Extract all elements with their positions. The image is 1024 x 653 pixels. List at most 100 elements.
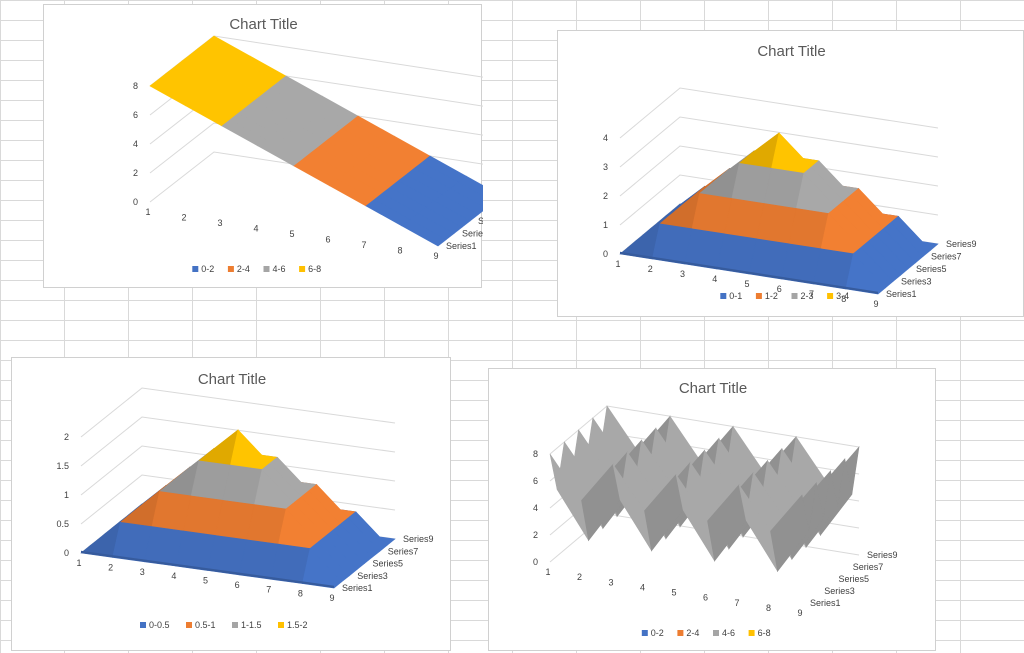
x-tick-label: 2 [648,264,653,274]
series-tick-label: Series7 [931,252,962,262]
x-tick-label: 1 [76,558,81,568]
legend-swatch [827,293,834,299]
legend-label: 0-2 [201,264,214,274]
surface-cell [771,132,812,174]
legend-label: 0-0.5 [149,620,170,630]
chart-title: Chart Title [757,43,825,60]
y-tick-label: 1 [603,220,608,230]
y-tick-label: 2 [603,191,608,201]
y-tick-label: 2 [133,168,138,178]
x-tick-label: 5 [203,576,208,586]
legend-swatch [186,622,192,628]
y-tick-label: 0 [603,249,608,259]
legend-swatch [140,622,146,628]
x-tick-label: 8 [766,603,771,613]
gridline [80,416,396,467]
x-tick-label: 6 [325,235,330,245]
legend-swatch [299,266,306,272]
y-tick-label: 2 [64,432,69,442]
y-tick-label: 1 [64,490,69,500]
chart-panel-ramp[interactable]: Chart Title 0 2 4 6 8 1 2 3 4 5 6 7 8 9 Series1 Series3 S… [43,4,483,288]
series-tick-label: Series1 [810,598,841,608]
series-tick-label: Series1 [342,583,373,593]
x-tick-label: 5 [744,279,749,289]
x-tick-label: 2 [577,572,582,582]
x-tick-label: 7 [809,289,814,299]
x-tick-label: 5 [671,588,676,598]
legend-swatch [677,630,684,636]
x-tick-label: 4 [640,582,645,592]
y-tick-label: 8 [533,449,538,459]
x-tick-label: 3 [217,218,222,228]
legend-label: 4-6 [722,628,735,638]
series-tick-label: Series1 [886,289,917,299]
legend-label: 0-1 [729,291,742,301]
series-tick-label: Series5 [373,559,404,569]
legend-swatch [748,630,755,636]
legend-swatch [227,266,234,272]
chart-svg-ramp: Chart Title 0 2 4 6 8 1 2 3 4 5 6 7 8 9 Series1 Series3 S… [133,16,483,274]
x-tick-label: 1 [615,259,620,269]
legend-swatch [232,622,238,628]
surface-base [81,550,334,588]
legend-swatch [278,622,284,628]
x-tick-label: 6 [235,580,240,590]
legend-swatch [192,266,199,272]
series-tick-label: Series5 [839,574,870,584]
legend-label: 2-4 [237,264,250,274]
legend-swatch [641,630,648,636]
series-tick-label: Series7 [388,546,419,556]
series-tick-label: Series1 [446,241,477,251]
x-tick-label: 1 [145,207,150,217]
legend-label: 0.5-1 [195,620,216,630]
x-tick-label: 3 [608,577,613,587]
gridline [80,445,396,496]
series-tick-label: Series9 [403,534,434,544]
y-tick-label: 1.5 [56,461,69,471]
chart-svg-stepped-pyramid: Chart Title 0 0.5 1 1.5 2 1 2 3 4 5 6 7 8 9 Series1 Seri… [56,371,434,630]
series-tick-label: Series9 [867,550,898,560]
legend-label: 0-2 [651,628,664,638]
series-tick-label: Series7 [853,562,884,572]
y-tick-label: 6 [133,110,138,120]
series-tick-label: Series3 [462,229,483,239]
chart-title: Chart Title [198,371,266,388]
legend-label: 3-4 [836,291,849,301]
chart-panel-zigzag[interactable]: Chart Title 0 2 4 6 8 1 2 3 4 5 6 7 8 9 Series1 Series3 S… [488,368,936,651]
legend-swatch [791,293,798,299]
surface-cell [401,219,447,247]
x-tick-label: 1 [545,567,550,577]
legend-label: 2-3 [801,291,814,301]
legend-swatch [713,630,719,636]
gridline [80,387,396,438]
x-tick-label: 3 [680,269,685,279]
surface-base [620,251,878,294]
y-tick-label: 3 [603,162,608,172]
x-tick-label: 8 [298,589,303,599]
legend-label: 6-8 [758,628,771,638]
x-tick-label: 2 [181,213,186,223]
y-tick-label: 0.5 [56,519,69,529]
y-tick-label: 2 [533,530,538,540]
x-tick-label: 9 [873,299,878,309]
chart-title: Chart Title [229,16,297,33]
y-tick-label: 4 [533,503,538,513]
x-tick-label: 7 [266,584,271,594]
series-tick-label: Series5 [916,264,947,274]
legend-swatch [755,293,762,299]
x-tick-label: 9 [433,251,438,261]
x-tick-label: 8 [397,246,402,256]
series-tick-label: Series5 [478,216,483,226]
legend-label: 6-8 [308,264,321,274]
y-tick-label: 0 [64,548,69,558]
legend-label: 4-6 [273,264,286,274]
series-tick-label: Series3 [901,277,932,287]
series-tick-label: Series3 [824,586,855,596]
series-tick-label: Series3 [357,571,388,581]
y-tick-label: 4 [133,139,138,149]
chart-panel-pyramid[interactable]: Chart Title 0 1 2 3 4 1 2 3 4 5 6 7 8 9 Series1 Series3 S… [557,30,1024,317]
x-tick-label: 4 [712,274,717,284]
chart-panel-stepped-pyramid[interactable]: Chart Title 0 0.5 1 1.5 2 1 2 3 4 5 6 7 8 9 Series1 Seri… [11,357,451,651]
x-tick-label: 8 [841,294,846,304]
